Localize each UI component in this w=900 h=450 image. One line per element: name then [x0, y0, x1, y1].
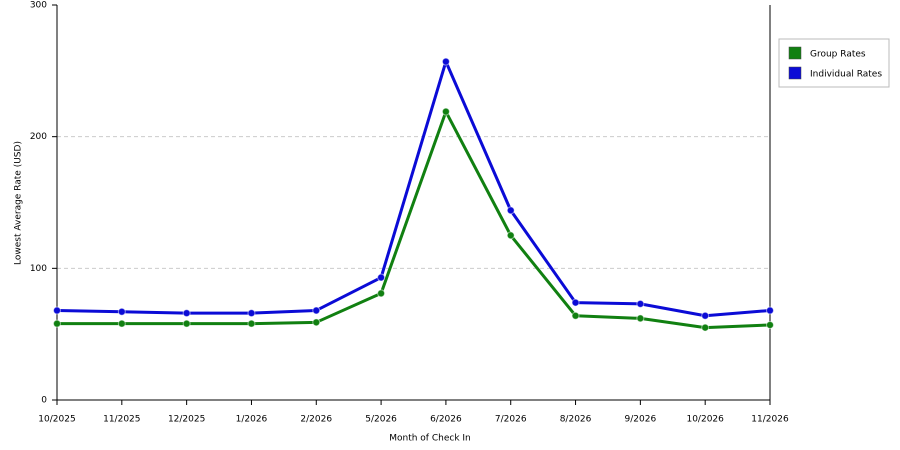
data-point: [571, 311, 580, 320]
data-point: [766, 320, 774, 329]
y-tick-label: 0: [41, 396, 47, 406]
data-point: [766, 306, 774, 315]
data-point: [312, 318, 321, 327]
legend-label: Individual Rates: [810, 70, 882, 80]
data-point: [312, 306, 321, 315]
x-tick-label: 5/2026: [365, 415, 397, 425]
x-tick-label: 11/2026: [751, 415, 789, 425]
data-point: [506, 206, 515, 215]
data-point: [247, 319, 256, 328]
y-tick-label: 100: [30, 264, 47, 274]
data-point: [182, 319, 191, 328]
x-tick-label: 2/2026: [300, 415, 332, 425]
data-point: [117, 307, 126, 316]
data-point: [182, 309, 191, 318]
legend-swatch: [788, 66, 802, 80]
x-tick-label: 12/2025: [168, 415, 205, 425]
data-point: [441, 57, 450, 66]
legend-label: Group Rates: [810, 50, 866, 60]
x-axis-label: Month of Check In: [389, 434, 471, 444]
y-axis-label: Lowest Average Rate (USD): [14, 141, 24, 265]
data-point: [441, 107, 450, 116]
y-tick-label: 300: [30, 1, 47, 11]
data-point: [247, 309, 256, 318]
data-point: [377, 289, 386, 298]
x-tick-label: 1/2026: [236, 415, 268, 425]
x-tick-label: 8/2026: [560, 415, 592, 425]
x-tick-label: 10/2025: [38, 415, 75, 425]
data-point: [117, 319, 126, 328]
x-tick-label: 6/2026: [430, 415, 462, 425]
data-point: [53, 319, 61, 328]
data-point: [701, 311, 710, 320]
series-line: [56, 60, 771, 318]
data-point: [701, 323, 710, 332]
x-tick-label: 11/2025: [103, 415, 140, 425]
y-tick-label: 200: [30, 132, 47, 142]
data-point: [571, 298, 580, 307]
data-point: [506, 231, 515, 240]
x-tick-label: 7/2026: [495, 415, 527, 425]
x-tick-label: 9/2026: [625, 415, 657, 425]
data-point: [377, 273, 386, 282]
data-point: [636, 314, 645, 323]
legend-box: [778, 38, 890, 88]
legend-swatch: [788, 46, 802, 60]
x-tick-label: 10/2026: [686, 415, 724, 425]
data-point: [636, 299, 645, 308]
data-point: [53, 306, 61, 315]
series-line: [57, 110, 771, 330]
